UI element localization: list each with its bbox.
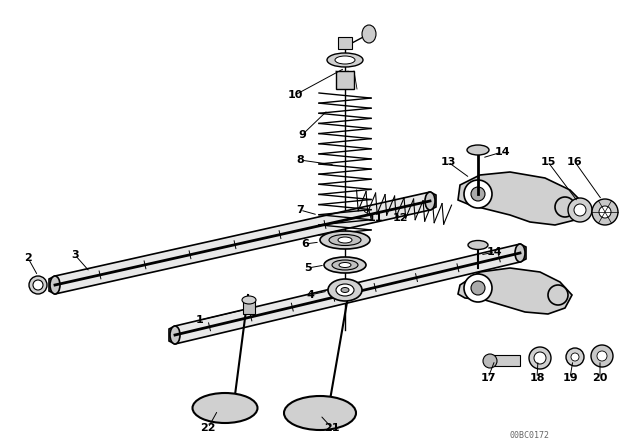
Text: 14: 14 [487,247,503,257]
Text: 3: 3 [71,250,79,260]
Ellipse shape [324,257,366,273]
Text: 13: 13 [440,157,456,167]
Text: 15: 15 [540,157,556,167]
Circle shape [597,351,607,361]
Circle shape [483,354,497,368]
Circle shape [571,353,579,361]
Text: 8: 8 [296,155,304,165]
Text: 4: 4 [306,290,314,300]
Circle shape [33,280,43,290]
Ellipse shape [339,263,351,267]
Ellipse shape [362,25,376,43]
Circle shape [464,274,492,302]
Circle shape [591,345,613,367]
Ellipse shape [328,279,362,301]
Ellipse shape [327,53,363,67]
Text: 11: 11 [367,213,383,223]
Circle shape [548,285,568,305]
Ellipse shape [341,288,349,293]
Polygon shape [49,192,436,294]
Ellipse shape [515,244,525,262]
Polygon shape [169,244,526,344]
Circle shape [568,198,592,222]
Text: 2: 2 [24,253,32,263]
Text: 12: 12 [392,213,408,223]
Ellipse shape [320,231,370,249]
Circle shape [566,348,584,366]
Ellipse shape [425,192,435,210]
Circle shape [29,276,47,294]
Text: 00BC0172: 00BC0172 [510,431,550,439]
Text: 10: 10 [287,90,303,100]
Text: 16: 16 [567,157,583,167]
Circle shape [464,180,492,208]
Bar [338,37,352,49]
Text: 14: 14 [494,147,510,157]
Polygon shape [458,268,572,314]
Ellipse shape [284,396,356,430]
Bar [243,300,255,314]
Ellipse shape [242,296,256,304]
Ellipse shape [467,145,489,155]
Circle shape [555,197,575,217]
Ellipse shape [336,284,354,296]
Ellipse shape [170,326,180,344]
Text: 18: 18 [529,373,545,383]
Circle shape [471,281,485,295]
Bar [490,355,520,366]
Text: 20: 20 [592,373,608,383]
Text: 5: 5 [304,263,312,273]
Text: 1: 1 [196,315,204,325]
Polygon shape [458,172,585,225]
Text: 9: 9 [298,130,306,140]
Ellipse shape [332,260,358,270]
Circle shape [529,347,551,369]
Ellipse shape [338,237,352,243]
Ellipse shape [193,393,257,423]
Circle shape [574,204,586,216]
Text: 19: 19 [562,373,578,383]
Circle shape [471,187,485,201]
Text: 17: 17 [480,373,496,383]
Ellipse shape [50,276,60,294]
Circle shape [534,352,546,364]
Text: 21: 21 [324,423,340,433]
Circle shape [592,199,618,225]
Ellipse shape [335,56,355,64]
Circle shape [599,206,611,218]
Ellipse shape [329,234,361,246]
Text: 7: 7 [296,205,304,215]
Ellipse shape [468,241,488,250]
Text: 6: 6 [301,239,309,249]
Text: 22: 22 [200,423,216,433]
Bar [336,71,354,89]
